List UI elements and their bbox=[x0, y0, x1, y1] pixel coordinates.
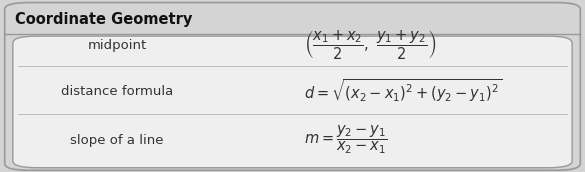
Text: $\left(\dfrac{x_1 + x_2}{2},\ \dfrac{y_1 + y_2}{2}\right)$: $\left(\dfrac{x_1 + x_2}{2},\ \dfrac{y_1… bbox=[304, 29, 436, 62]
FancyBboxPatch shape bbox=[13, 36, 572, 168]
Text: Coordinate Geometry: Coordinate Geometry bbox=[15, 12, 192, 27]
Text: $d = \sqrt{(x_2 - x_1)^2 + (y_2 - y_1)^2}$: $d = \sqrt{(x_2 - x_1)^2 + (y_2 - y_1)^2… bbox=[304, 78, 503, 104]
FancyBboxPatch shape bbox=[5, 3, 580, 170]
Text: slope of a line: slope of a line bbox=[70, 134, 164, 147]
Text: midpoint: midpoint bbox=[87, 39, 147, 52]
Text: $m = \dfrac{y_2 - y_1}{x_2 - x_1}$: $m = \dfrac{y_2 - y_1}{x_2 - x_1}$ bbox=[304, 124, 388, 156]
Text: distance formula: distance formula bbox=[61, 85, 173, 98]
